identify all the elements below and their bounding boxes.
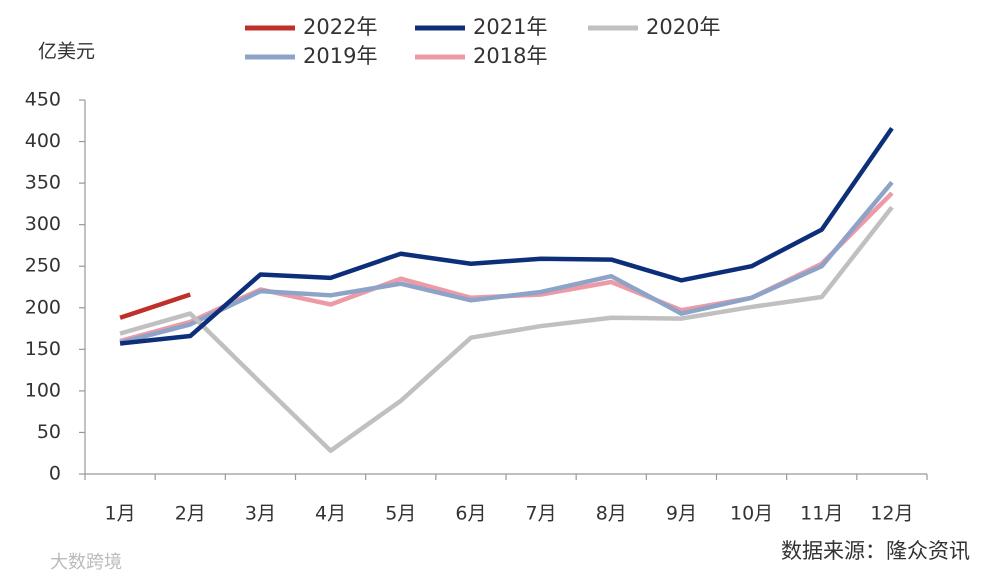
unit-label: 亿美元 [38, 41, 95, 63]
x-tick-label: 12月 [870, 503, 913, 525]
y-tick-label: 400 [25, 130, 61, 152]
x-tick-label: 3月 [245, 503, 276, 525]
x-tick-label: 5月 [385, 503, 416, 525]
y-tick-label: 50 [37, 421, 61, 443]
legend-label: 2022年 [303, 15, 377, 39]
series-line [119, 191, 894, 344]
y-tick-label: 300 [25, 213, 61, 235]
watermark: 大数跨境 [50, 552, 122, 573]
x-tick-label: 4月 [315, 503, 346, 525]
source: 数据来源：隆众资讯 [781, 539, 970, 563]
y-tick-label: 250 [25, 255, 61, 277]
x-tick-label: 1月 [105, 503, 136, 525]
legend-label: 2018年 [473, 44, 547, 68]
y-tick-label: 100 [25, 379, 61, 401]
legend-label: 2019年 [303, 44, 377, 68]
series-line [119, 292, 191, 320]
x-tick-label: 11月 [800, 503, 843, 525]
series-line [119, 126, 894, 346]
x-tick-label: 10月 [730, 503, 773, 525]
x-tick-label: 2月 [175, 503, 206, 525]
x-tick-label: 9月 [666, 503, 697, 525]
y-tick-label: 150 [25, 338, 61, 360]
y-tick-label: 0 [49, 463, 61, 485]
x-tick-label: 8月 [596, 503, 627, 525]
series-line [119, 205, 894, 453]
x-tick-label: 6月 [455, 503, 486, 525]
legend-label: 2020年 [646, 15, 720, 39]
legend-label: 2021年 [473, 15, 547, 39]
x-tick-label: 7月 [526, 503, 557, 525]
series-line [119, 180, 894, 345]
y-tick-label: 200 [25, 296, 61, 318]
y-tick-label: 350 [25, 172, 61, 194]
y-tick-label: 450 [25, 89, 61, 111]
